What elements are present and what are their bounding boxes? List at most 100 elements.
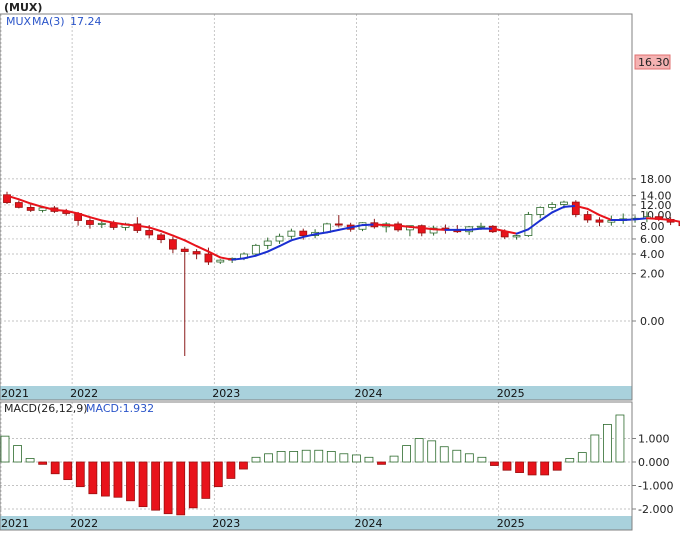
- macd-histogram: [0, 414, 625, 516]
- price-year-label: 2022: [70, 387, 98, 400]
- candle-body: [168, 239, 177, 250]
- last-price-box: [634, 54, 671, 70]
- candle-body: [548, 204, 556, 208]
- macd-bar: [326, 451, 336, 463]
- ma3-segment: [515, 228, 530, 235]
- ma3-segment: [408, 225, 423, 230]
- candle-body: [560, 201, 568, 205]
- macd-bar: [464, 453, 474, 463]
- macd-bar: [176, 461, 186, 516]
- macd-bar: [213, 461, 223, 488]
- macd-bar: [201, 461, 211, 499]
- ma3-segment: [29, 202, 44, 208]
- price-year-label: 2021: [1, 387, 29, 400]
- ma3-segment: [645, 217, 660, 220]
- price-tick-label: 0.00: [640, 315, 665, 328]
- ma3-segment: [586, 207, 601, 217]
- candle-body: [571, 201, 580, 215]
- macd-bar: [590, 434, 600, 463]
- price-gridlines: [0, 14, 632, 386]
- candle-body: [14, 202, 23, 208]
- candle-body: [299, 230, 308, 236]
- macd-year-label: 2021: [1, 517, 29, 530]
- macd-tick-label: -1.000: [638, 480, 673, 493]
- ma3-segment: [325, 228, 340, 234]
- candle-body: [216, 259, 225, 263]
- price-year-label: 2023: [212, 387, 240, 400]
- macd-bar: [25, 458, 35, 463]
- macd-title: MACD(26,12,9): [4, 402, 88, 415]
- candle-body: [595, 219, 604, 223]
- price-year-label: 2024: [355, 387, 383, 400]
- ma3-segment: [17, 198, 32, 205]
- ma3-segment: [148, 226, 163, 233]
- ma3-segment: [539, 211, 554, 222]
- ma3-segment: [314, 231, 328, 236]
- ma3-segment: [171, 234, 186, 242]
- ma3-segment: [432, 228, 447, 231]
- ma3-segment: [195, 245, 210, 253]
- ma3-segment: [657, 217, 672, 221]
- ma3-segment: [290, 235, 305, 242]
- ma3-segment: [527, 219, 542, 231]
- macd-bar: [577, 452, 587, 463]
- candle-body: [180, 248, 189, 252]
- legend-ma-value: 17.24: [70, 15, 102, 28]
- macd-bar: [452, 449, 462, 463]
- macd-bar: [540, 461, 550, 476]
- macd-value: MACD:1.932: [86, 402, 154, 415]
- candle-body: [157, 234, 165, 241]
- candle-body: [275, 235, 284, 242]
- macd-bar: [351, 454, 361, 463]
- macd-tick-label: 1.000: [638, 433, 670, 446]
- macd-bar: [101, 461, 110, 497]
- macd-bar: [615, 414, 625, 463]
- candle-body: [251, 244, 260, 255]
- macd-bar: [502, 461, 512, 471]
- macd-y-axis: 1.000 0.000 -1.000 -2.000: [632, 433, 673, 516]
- macd-x-axis-labels: 2021 2022 2023 2024 2025: [1, 517, 525, 530]
- candle-body: [536, 206, 545, 215]
- macd-bar: [301, 449, 311, 463]
- macd-bar: [402, 445, 412, 463]
- ma3-segment: [53, 208, 68, 212]
- ma3-segment: [385, 224, 400, 227]
- macd-bar: [427, 440, 437, 463]
- price-tick-label: 18.00: [640, 173, 672, 186]
- ma3-segment: [574, 204, 589, 210]
- macd-bar: [226, 461, 236, 479]
- macd-bar: [414, 438, 424, 463]
- ma3-segment: [349, 224, 364, 229]
- ma3-segment: [551, 205, 565, 214]
- ma3-segment: [302, 233, 317, 238]
- ma3-segment: [65, 209, 80, 215]
- macd-bar: [377, 461, 386, 465]
- ma3-segment: [491, 227, 506, 233]
- ma3-segment: [622, 218, 637, 221]
- price-tick-label: 14.00: [640, 190, 672, 203]
- price-year-label: 2025: [497, 387, 525, 400]
- macd-bar: [63, 461, 73, 481]
- macd-bar: [527, 461, 537, 476]
- macd-bar: [439, 446, 449, 463]
- legend-symbol: MUX: [6, 15, 32, 28]
- ma3-segment: [420, 227, 435, 231]
- ma3-segment: [219, 256, 234, 261]
- macd-bar: [364, 456, 374, 463]
- macd-year-label: 2024: [355, 517, 383, 530]
- macd-bar: [239, 461, 248, 470]
- macd-bar: [50, 461, 60, 475]
- macd-bar: [88, 461, 98, 495]
- price-time-axis: [0, 386, 632, 400]
- ma3-segment: [634, 217, 648, 221]
- macd-bar: [389, 455, 399, 463]
- macd-bar: [126, 461, 135, 502]
- macd-bar: [75, 461, 85, 488]
- macd-bar: [477, 456, 487, 463]
- macd-bar: [113, 461, 123, 498]
- candle-body: [145, 230, 154, 236]
- macd-bar: [188, 461, 198, 509]
- ma3-segment: [598, 214, 613, 221]
- macd-time-axis: [0, 516, 632, 530]
